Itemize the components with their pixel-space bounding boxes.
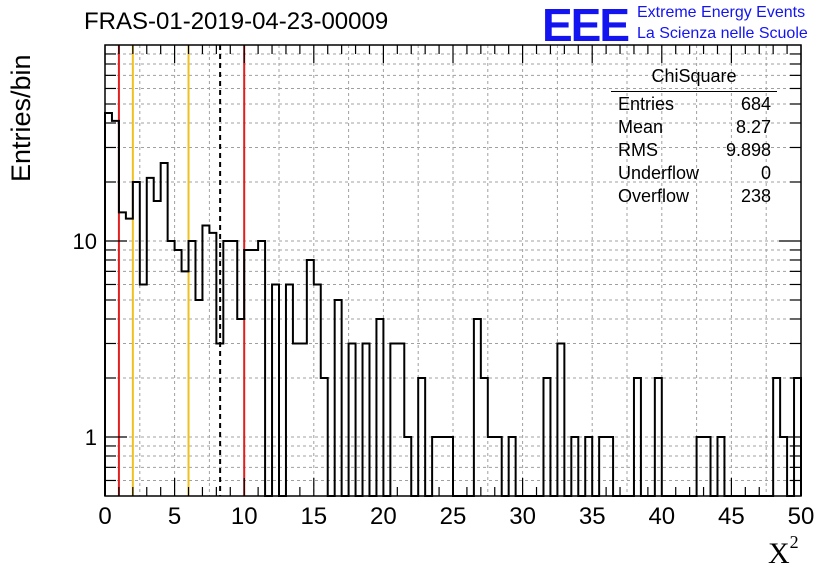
stats-value: 0 <box>760 163 771 183</box>
stats-row-overflow: Overflow 238 <box>611 186 777 209</box>
x-tick-label: 30 <box>509 503 536 530</box>
x-tick-label: 5 <box>168 503 181 530</box>
histogram-bin <box>147 178 154 496</box>
histogram-bin <box>112 121 119 496</box>
histogram-bin <box>119 212 126 496</box>
histogram-bin <box>272 284 279 496</box>
stats-label: Underflow <box>618 163 700 183</box>
x-axis-label-base: X <box>768 537 790 570</box>
stats-value: 8.27 <box>735 117 771 137</box>
logo-line-2: La Scienza nelle Scuole <box>637 25 808 42</box>
histogram-bin <box>293 343 300 496</box>
x-tick-label: 50 <box>788 503 815 530</box>
stats-box: ChiSquare Entries 684 Mean 8.27 RMS 9.898 U… <box>611 66 777 209</box>
stats-value: 9.898 <box>725 140 771 160</box>
chart-title: FRAS-01-2019-04-23-00009 <box>84 8 389 35</box>
histogram-bin <box>133 182 140 496</box>
y-axis-label: Entries/bin <box>6 54 36 182</box>
histogram-bin <box>182 271 189 496</box>
stats-value: 238 <box>740 186 771 206</box>
histogram-bin <box>390 343 397 496</box>
histogram-bin <box>202 225 209 496</box>
histogram-bin <box>140 284 147 496</box>
histogram-bin <box>209 233 216 496</box>
stats-row-rms: RMS 9.898 <box>611 140 777 163</box>
stats-label: Overflow <box>618 186 690 206</box>
x-axis-label-superscript: 2 <box>789 532 799 552</box>
x-tick-label: 20 <box>370 503 397 530</box>
histogram-bin <box>230 241 237 496</box>
x-tick-label: 35 <box>579 503 606 530</box>
histogram-bin <box>474 319 481 496</box>
histogram-bin <box>195 300 202 496</box>
histogram-bin <box>168 241 175 496</box>
histogram-bin <box>216 343 223 496</box>
x-tick-label: 45 <box>718 503 745 530</box>
histogram-bin <box>154 201 161 496</box>
stats-label: RMS <box>618 140 658 160</box>
histogram-bin <box>397 343 404 496</box>
stats-row-mean: Mean 8.27 <box>611 117 777 140</box>
y-tick-label: 10 <box>73 229 97 254</box>
histogram-bin <box>314 284 321 496</box>
histogram-bin <box>223 241 230 496</box>
histogram-bin <box>335 300 342 496</box>
x-tick-label: 0 <box>98 503 111 530</box>
histogram-bin <box>258 241 265 496</box>
histogram-bin <box>189 241 196 496</box>
logo-line-1: Extreme Energy Events <box>637 4 806 21</box>
histogram-bin <box>349 343 356 496</box>
histogram-bin <box>244 250 251 496</box>
y-tick-label: 1 <box>85 425 97 450</box>
x-tick-label: 10 <box>231 503 258 530</box>
stats-label: Entries <box>618 94 675 114</box>
stats-value: 684 <box>740 94 771 114</box>
histogram-bin <box>286 284 293 496</box>
x-tick-label: 40 <box>648 503 675 530</box>
stats-row-underflow: Underflow 0 <box>611 163 777 186</box>
eee-logo-mark: EEE <box>542 0 630 51</box>
x-tick-label: 25 <box>440 503 467 530</box>
histogram-bin <box>363 343 370 496</box>
x-tick-label: 15 <box>300 503 327 530</box>
stats-box-title: ChiSquare <box>611 66 777 92</box>
histogram-bin <box>300 343 307 496</box>
histogram-bin <box>557 343 564 496</box>
histogram-bin <box>175 250 182 496</box>
stats-label: Mean <box>618 117 664 137</box>
histogram-bin <box>376 319 383 496</box>
histogram-bin <box>105 113 112 496</box>
x-axis-label: X2 <box>768 532 799 571</box>
histogram-bin <box>237 319 244 496</box>
histogram-bin <box>251 250 258 496</box>
stats-row-entries: Entries 684 <box>611 94 777 117</box>
